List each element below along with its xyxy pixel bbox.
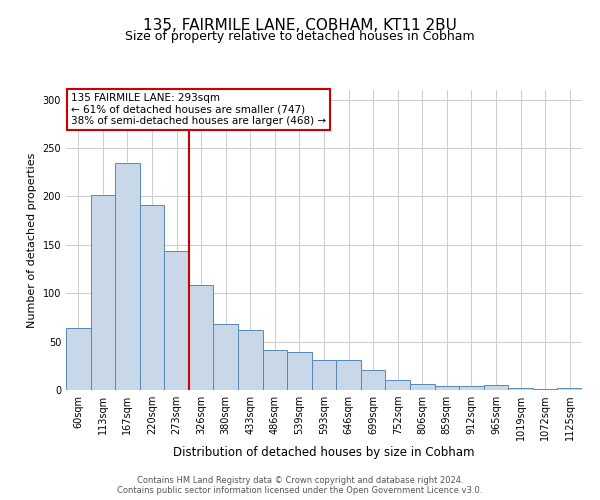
Bar [214, 324, 238, 390]
Bar [164, 250, 189, 390]
Text: 135, FAIRMILE LANE, COBHAM, KT11 2BU: 135, FAIRMILE LANE, COBHAM, KT11 2BU [143, 18, 457, 32]
Text: 135 FAIRMILE LANE: 293sqm
← 61% of detached houses are smaller (747)
38% of semi: 135 FAIRMILE LANE: 293sqm ← 61% of detac… [71, 93, 326, 126]
Bar [557, 388, 582, 390]
Bar [140, 205, 164, 390]
Bar [189, 284, 214, 390]
X-axis label: Distribution of detached houses by size in Cobham: Distribution of detached houses by size … [173, 446, 475, 459]
Text: Contains HM Land Registry data © Crown copyright and database right 2024.
Contai: Contains HM Land Registry data © Crown c… [118, 476, 482, 495]
Bar [263, 350, 287, 390]
Bar [484, 385, 508, 390]
Bar [410, 384, 434, 390]
Bar [361, 370, 385, 390]
Y-axis label: Number of detached properties: Number of detached properties [27, 152, 37, 328]
Bar [508, 388, 533, 390]
Bar [312, 360, 336, 390]
Bar [66, 328, 91, 390]
Bar [238, 330, 263, 390]
Bar [287, 352, 312, 390]
Bar [115, 162, 140, 390]
Bar [434, 386, 459, 390]
Bar [459, 386, 484, 390]
Bar [91, 196, 115, 390]
Bar [385, 380, 410, 390]
Bar [336, 360, 361, 390]
Bar [533, 389, 557, 390]
Text: Size of property relative to detached houses in Cobham: Size of property relative to detached ho… [125, 30, 475, 43]
